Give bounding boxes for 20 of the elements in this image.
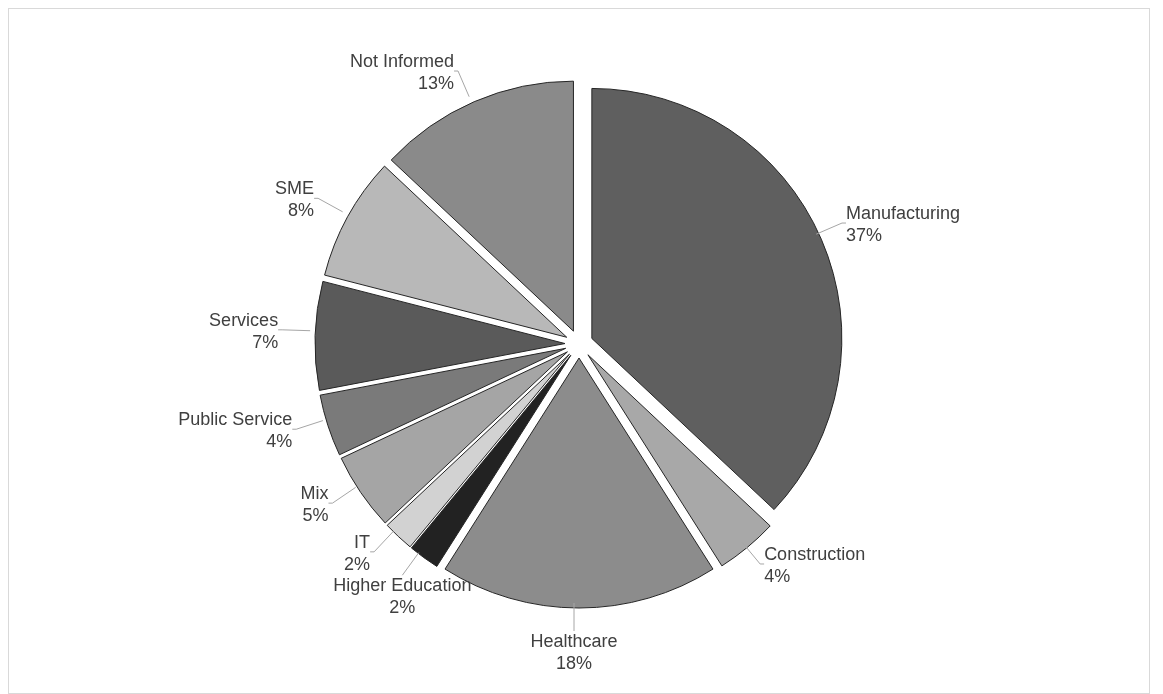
data-label: 8% (288, 200, 315, 221)
data-label: 13% (418, 73, 455, 94)
slice-label: Public Service (178, 409, 293, 430)
data-label: 5% (302, 505, 329, 526)
slice-label: Services (209, 309, 279, 330)
slice-label: Healthcare (530, 631, 618, 651)
data-label: 4% (266, 431, 293, 452)
data-label: 37% (845, 225, 883, 246)
slice-label: Mix (300, 483, 329, 504)
data-label: 4% (764, 565, 791, 586)
data-label: 18% (555, 653, 593, 673)
slice-label: SME (275, 178, 315, 199)
slice-label: Higher Education (333, 575, 472, 596)
slice-label: IT (354, 531, 371, 552)
data-label: 7% (252, 331, 279, 352)
data-label: 2% (389, 597, 416, 618)
slice-label: Manufacturing (845, 203, 961, 224)
slice-label: Construction (764, 543, 866, 564)
data-label: 2% (344, 553, 371, 574)
slice-label: Not Informed (349, 51, 455, 72)
